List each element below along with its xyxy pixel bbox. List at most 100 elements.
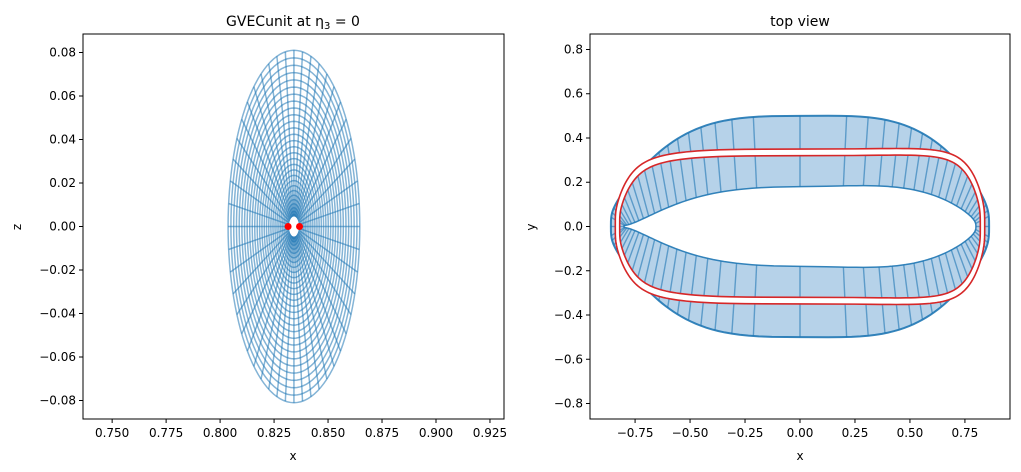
poloidal-line [253,232,294,367]
poloidal-line [295,118,347,223]
left-y-tick-label: 0.00 [49,220,76,234]
poloidal-line [294,232,335,367]
toroidal-line [960,181,974,210]
boundary-ring-fill [615,148,985,305]
poloidal-line [294,63,320,220]
left-chart: GVECunit at η3 = 0 0.750 0.775 0.800 0.825 0… [10,14,507,463]
magnetic-axis-gap [288,216,299,237]
poloidal-line [276,233,295,397]
toroidal-line [631,180,645,219]
poloidal-line [229,227,292,273]
poloidal-line [294,232,328,380]
poloidal-line [241,230,293,335]
right-y-tick-label: −0.6 [554,352,583,366]
poloidal-line [295,227,358,273]
poloidal-line [295,158,356,225]
toroidal-line [922,139,934,193]
poloidal-line [276,56,295,220]
poloidal-line [295,229,352,315]
left-y-tick-label: −0.02 [39,263,76,277]
toroidal-line [636,173,650,217]
right-y-tick-label: −0.4 [554,308,583,322]
poloidal-line [295,180,358,226]
toroidal-line [676,252,687,315]
left-y-tick-label: 0.06 [49,89,76,103]
left-x-tick-label: 0.750 [95,426,129,440]
poloidal-line [293,51,304,219]
right-y-tick-label: −0.8 [554,397,583,411]
toroidal-line [700,258,709,326]
boundary-inner-line [618,154,982,299]
poloidal-line [236,138,293,224]
poloidal-line [246,101,293,222]
right-x-tick-label: −0.25 [727,426,764,440]
left-y-tick-label: 0.04 [49,132,76,146]
poloidal-line [228,202,292,227]
left-axis-markers [284,223,304,230]
toroidal-line [955,246,969,279]
left-y-tick-label: 0.08 [49,45,76,59]
left-plot-area [227,49,361,404]
right-plot-area [609,114,991,339]
toroidal-line [636,236,650,280]
left-y-tick-label: −0.04 [39,307,76,321]
right-y-axis-label: y [524,223,538,230]
left-y-ticks: −0.08 −0.06 −0.04 −0.02 0.00 0.02 0.04 0.06 0.08 [39,45,83,408]
inner-edge-line [623,184,977,269]
poloidal-line [236,229,293,315]
poloidal-line [284,51,295,219]
toroidal-line [944,252,957,293]
toroidal-line [955,174,969,207]
left-x-tick-label: 0.850 [311,426,345,440]
boundary-outer-line [614,147,986,306]
poloidal-line [294,73,328,221]
toroidal-line [626,232,640,267]
right-y-ticks: −0.8 −0.6 −0.4 −0.2 0.0 0.2 0.4 0.6 0.8 [554,42,590,411]
toroidal-line [950,167,964,204]
toroidal-line [687,255,697,321]
toroidal-line [631,234,645,273]
right-x-ticks: −0.75 −0.50 −0.25 0.00 0.25 0.50 0.75 [617,419,979,440]
toroidal-line [913,262,924,320]
left-y-axis-label: z [10,224,24,230]
right-chart-title: top view [770,14,830,30]
left-chart-title: GVECunit at η3 = 0 [226,14,360,32]
poloidal-line [295,231,342,352]
poloidal-line [260,73,294,221]
poloidal-line [228,226,292,251]
poloidal-line [232,158,293,225]
toroidal-line [950,249,964,286]
right-x-axis-label: x [796,449,803,463]
toroidal-line [922,260,934,314]
right-x-tick-label: −0.50 [672,426,709,440]
poloidal-line [284,234,295,402]
poloidal-line [294,86,335,221]
poloidal-line [295,138,352,224]
toroidal-line [944,160,957,201]
toroidal-line [650,242,662,294]
poloidal-line [295,101,342,222]
left-x-ticks: 0.750 0.775 0.800 0.825 0.850 0.875 0.900 0.925 [95,419,507,440]
poloidal-line [296,202,360,227]
toroidal-line [643,166,656,214]
poloidal-line [241,118,293,223]
toroidal-line [913,133,924,191]
poloidal-line [293,56,312,220]
poloidal-line [295,230,347,335]
right-y-tick-label: 0.4 [564,131,583,145]
toroidal-line [903,127,913,189]
red-marker [296,223,304,230]
left-x-tick-label: 0.900 [419,426,453,440]
poloidal-line [260,232,294,380]
toroidal-line [626,186,640,221]
right-x-tick-label: 0.50 [897,426,924,440]
right-y-tick-label: 0.2 [564,175,583,189]
right-x-tick-label: 0.75 [952,426,979,440]
left-x-tick-label: 0.925 [473,426,507,440]
left-x-axis-label: x [289,449,296,463]
left-y-tick-label: −0.06 [39,350,76,364]
toroidal-line [903,264,913,326]
left-x-tick-label: 0.875 [365,426,399,440]
left-x-tick-label: 0.800 [203,426,237,440]
